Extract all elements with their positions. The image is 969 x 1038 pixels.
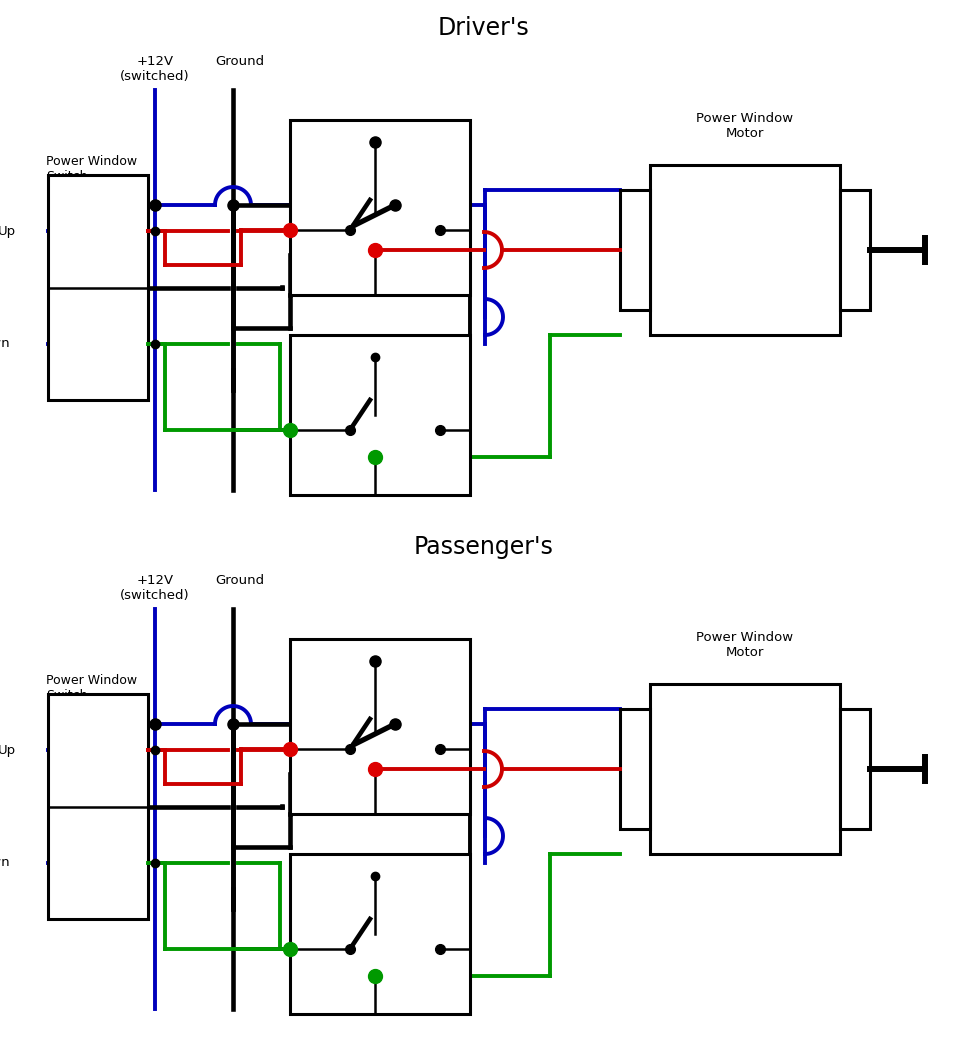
Bar — [840, 190, 870, 310]
Text: Ground: Ground — [215, 574, 265, 588]
Text: 85: 85 — [448, 235, 462, 245]
Text: 87: 87 — [383, 881, 397, 891]
Text: +12V
(switched): +12V (switched) — [120, 574, 190, 602]
Bar — [650, 165, 840, 335]
Text: Up: Up — [0, 744, 16, 757]
Text: 85: 85 — [448, 954, 462, 964]
Text: 87: 87 — [383, 666, 397, 676]
Text: 87A: 87A — [352, 769, 374, 778]
Text: 86: 86 — [300, 757, 314, 767]
Bar — [48, 175, 148, 400]
Bar — [620, 190, 650, 310]
Text: 30: 30 — [330, 971, 344, 981]
Text: 86: 86 — [300, 438, 314, 448]
Text: Driver's: Driver's — [438, 16, 530, 40]
Text: Down: Down — [0, 337, 10, 350]
Text: 85: 85 — [448, 754, 462, 764]
Text: Power Window
Switch: Power Window Switch — [46, 674, 138, 702]
Text: +12V
(switched): +12V (switched) — [120, 55, 190, 83]
Bar — [48, 694, 148, 919]
Bar — [620, 709, 650, 829]
Text: 87: 87 — [383, 362, 397, 372]
Text: 30: 30 — [330, 764, 344, 774]
Text: 87A: 87A — [352, 250, 374, 260]
Bar — [290, 120, 470, 295]
Text: Power Window
Motor: Power Window Motor — [697, 112, 794, 140]
Bar — [650, 684, 840, 854]
Text: Passenger's: Passenger's — [414, 535, 554, 559]
Text: 30: 30 — [330, 452, 344, 462]
Text: Up: Up — [0, 225, 16, 238]
Text: 30: 30 — [330, 245, 344, 255]
Text: 87A: 87A — [352, 450, 374, 460]
Text: Power Window
Motor: Power Window Motor — [697, 631, 794, 659]
Text: 86: 86 — [300, 957, 314, 967]
Text: 87A: 87A — [352, 969, 374, 979]
Bar — [290, 854, 470, 1014]
Text: Ground: Ground — [215, 55, 265, 69]
Text: Down: Down — [0, 856, 10, 869]
Text: 87: 87 — [383, 147, 397, 157]
Text: 85: 85 — [448, 435, 462, 445]
Bar — [290, 335, 470, 495]
Bar — [290, 639, 470, 814]
Text: Power Window
Switch: Power Window Switch — [46, 155, 138, 183]
Text: 86: 86 — [300, 238, 314, 248]
Bar — [840, 709, 870, 829]
